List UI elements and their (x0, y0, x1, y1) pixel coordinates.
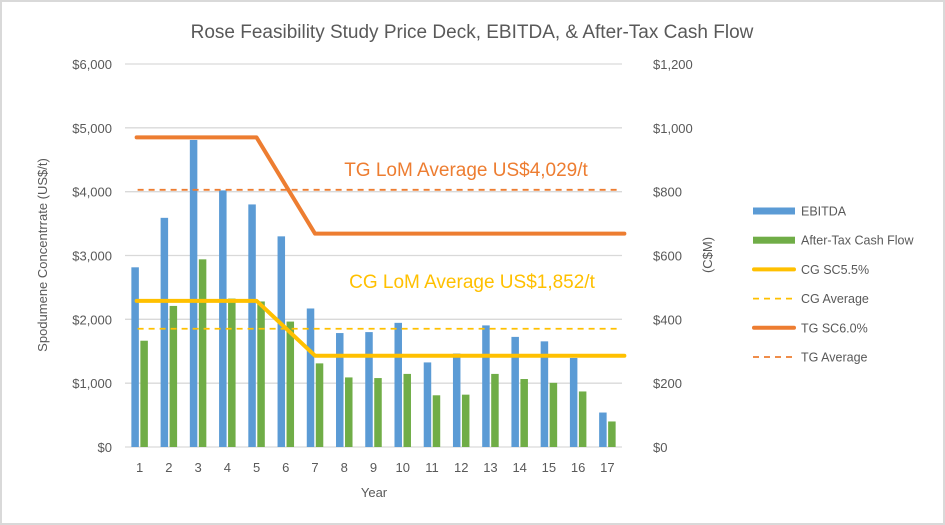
right-tick-label: $1,000 (653, 121, 693, 136)
annotation-label: TG LoM Average US$4,029/t (344, 160, 588, 181)
legend-label: CG SC5.5% (801, 263, 869, 277)
right-tick-label: $400 (653, 312, 682, 327)
after-tax-cash-flow-bar (345, 377, 353, 447)
legend-swatch (753, 207, 795, 215)
legend-item: EBITDA (753, 205, 847, 219)
after-tax-cash-flow-bar (491, 373, 499, 447)
ebitda-bar (482, 325, 490, 447)
left-tick-label: $4,000 (72, 185, 112, 200)
legend-label: TG SC6.0% (801, 321, 868, 335)
after-tax-cash-flow-bar (315, 363, 324, 447)
ebitda-bar (511, 336, 519, 447)
legend-label: CG Average (801, 292, 869, 306)
x-tick-label: 14 (512, 460, 526, 475)
x-tick-label: 16 (571, 460, 585, 475)
after-tax-cash-flow-bar (198, 259, 207, 447)
legend-item: CG SC5.5% (752, 263, 869, 277)
right-tick-label: $200 (653, 376, 682, 391)
ebitda-bar (131, 267, 139, 447)
annotation-label: CG LoM Average US$1,852/t (349, 272, 595, 293)
ebitda-bar (365, 332, 373, 447)
left-tick-label: $0 (98, 440, 112, 455)
lines (134, 135, 627, 358)
after-tax-cash-flow-bar (578, 391, 587, 447)
legend-item: After-Tax Cash Flow (753, 234, 915, 248)
legend-label: EBITDA (801, 205, 847, 219)
x-tick-label: 17 (600, 460, 614, 475)
x-tick-label: 10 (396, 460, 410, 475)
ebitda-bar (277, 236, 286, 447)
x-tick-label: 2 (165, 460, 172, 475)
right-tick-label: $600 (653, 249, 682, 264)
after-tax-cash-flow-bar (403, 373, 411, 447)
left-tick-label: $3,000 (72, 249, 112, 264)
after-tax-cash-flow-bar (549, 382, 558, 447)
x-tick-label: 3 (194, 460, 201, 475)
left-axis-ticks: $0 $1,000 $2,000 $3,000 $4,000 $5,000 $6,000 (72, 57, 112, 455)
x-tick-label: 13 (483, 460, 497, 475)
right-tick-label: $0 (653, 440, 667, 455)
gridlines (125, 63, 622, 448)
ebitda-bar (540, 341, 549, 447)
tg-sc6-0--line (134, 135, 627, 236)
legend-item: TG Average (753, 351, 868, 365)
left-axis-title: Spodumene Concentrrate (US$/t) (35, 158, 50, 352)
bars (131, 139, 616, 447)
ebitda-bar (452, 353, 461, 447)
after-tax-cash-flow-bar (228, 298, 236, 447)
legend-label: After-Tax Cash Flow (801, 234, 915, 248)
x-tick-label: 7 (311, 460, 318, 475)
legend-item: CG Average (753, 292, 869, 306)
ebitda-bar (336, 333, 344, 447)
ebitda-bar (569, 357, 578, 447)
after-tax-cash-flow-bar (257, 301, 265, 447)
after-tax-cash-flow-bar (432, 395, 441, 447)
after-tax-cash-flow-bar (461, 394, 470, 447)
ebitda-bar (219, 190, 227, 447)
annotations: TG LoM Average US$4,029/t CG LoM Average … (344, 160, 595, 293)
left-tick-label: $1,000 (72, 376, 112, 391)
left-tick-label: $5,000 (72, 121, 112, 136)
x-tick-label: 5 (253, 460, 260, 475)
x-tick-label: 1 (136, 460, 143, 475)
right-tick-label: $1,200 (653, 57, 693, 72)
x-tick-label: 11 (425, 460, 439, 475)
left-tick-label: $6,000 (72, 57, 112, 72)
x-tick-label: 4 (224, 460, 231, 475)
right-axis-title: (C$M) (700, 237, 715, 273)
ebitda-bar (248, 204, 256, 447)
after-tax-cash-flow-bar (520, 379, 528, 447)
after-tax-cash-flow-bar (140, 340, 148, 447)
x-tick-label: 9 (370, 460, 377, 475)
x-tick-label: 6 (282, 460, 289, 475)
x-axis-title: Year (361, 485, 388, 500)
after-tax-cash-flow-bar (286, 321, 295, 447)
ebitda-bar (423, 362, 432, 447)
left-tick-label: $2,000 (72, 312, 112, 327)
after-tax-cash-flow-bar (608, 421, 616, 447)
after-tax-cash-flow-bar (374, 378, 382, 447)
after-tax-cash-flow-bar (169, 305, 178, 447)
x-tick-label: 12 (454, 460, 468, 475)
chart-title: Rose Feasibility Study Price Deck, EBITD… (191, 22, 754, 43)
x-tick-label: 15 (542, 460, 556, 475)
legend: EBITDA After-Tax Cash Flow CG SC5.5% CG Ave… (752, 205, 915, 365)
ebitda-bar (160, 217, 169, 447)
legend-label: TG Average (801, 351, 868, 365)
legend-item: TG SC6.0% (752, 321, 868, 335)
x-tick-label: 8 (341, 460, 348, 475)
ebitda-bar (599, 412, 607, 447)
legend-swatch (753, 236, 795, 244)
cg-sc5-5--line (134, 298, 627, 358)
x-axis-ticks: 1 2 3 4 5 6 7 8 9 10 11 12 13 14 15 16 17 (136, 460, 615, 475)
right-axis-ticks: $0 $200 $400 $600 $800 $1,000 $1,200 (653, 57, 693, 455)
ebitda-bar (189, 139, 198, 447)
ebitda-bar (306, 308, 315, 447)
ebitda-bar (394, 322, 402, 447)
right-tick-label: $800 (653, 185, 682, 200)
